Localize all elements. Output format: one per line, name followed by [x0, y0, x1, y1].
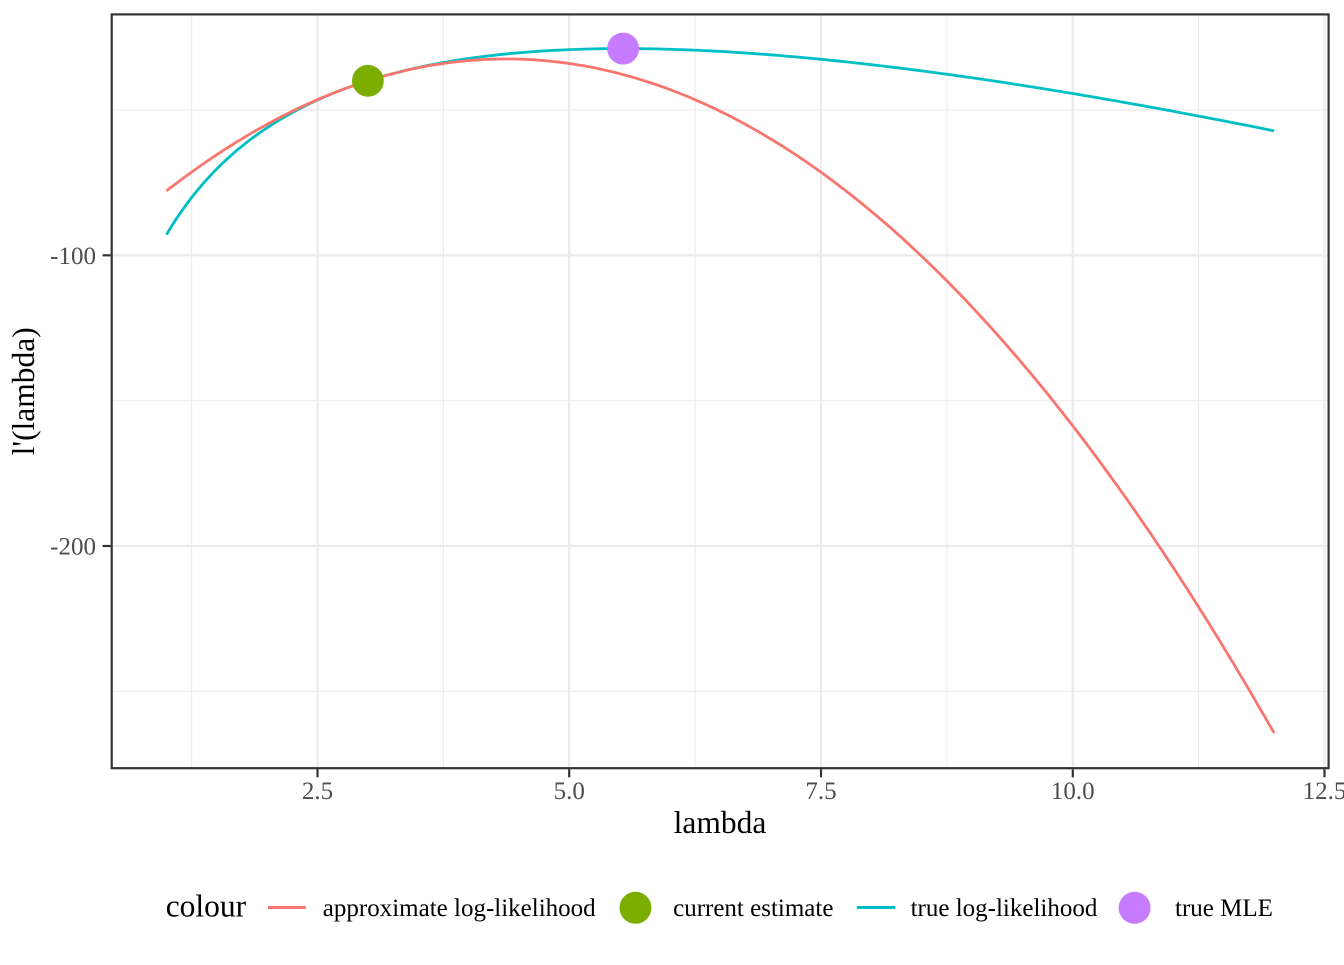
- svg-text:-200: -200: [50, 534, 96, 561]
- svg-text:lambda: lambda: [674, 805, 767, 840]
- svg-text:true log-likelihood: true log-likelihood: [911, 895, 1098, 922]
- svg-text:approximate log-likelihood: approximate log-likelihood: [323, 895, 596, 922]
- svg-text:12.5: 12.5: [1303, 778, 1344, 805]
- svg-text:7.5: 7.5: [805, 778, 836, 805]
- svg-text:l'(lambda): l'(lambda): [6, 327, 41, 455]
- svg-text:5.0: 5.0: [554, 778, 585, 805]
- svg-text:2.5: 2.5: [302, 778, 333, 805]
- svg-text:10.0: 10.0: [1051, 778, 1095, 805]
- svg-text:true MLE: true MLE: [1175, 895, 1273, 922]
- svg-text:-100: -100: [50, 243, 96, 270]
- svg-text:current estimate: current estimate: [673, 895, 833, 922]
- svg-text:colour: colour: [166, 888, 247, 923]
